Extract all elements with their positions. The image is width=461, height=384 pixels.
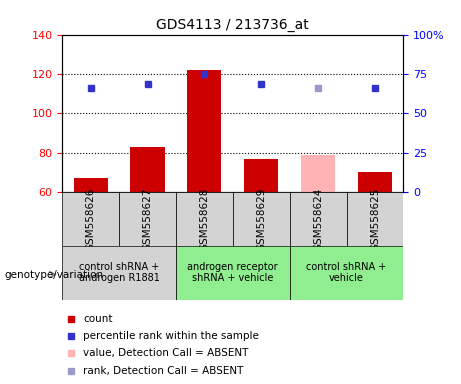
Text: percentile rank within the sample: percentile rank within the sample: [83, 331, 259, 341]
Bar: [290, 246, 403, 300]
Bar: [119, 192, 176, 246]
Bar: [244, 159, 278, 192]
Bar: [233, 192, 290, 246]
Text: GSM558629: GSM558629: [256, 187, 266, 251]
Bar: [301, 155, 335, 192]
Text: control shRNA +
vehicle: control shRNA + vehicle: [307, 262, 387, 283]
Text: GSM558625: GSM558625: [370, 187, 380, 251]
Bar: [347, 192, 403, 246]
Bar: [62, 246, 176, 300]
Text: GSM558626: GSM558626: [86, 187, 96, 251]
Text: genotype/variation: genotype/variation: [5, 270, 104, 280]
Bar: [176, 246, 290, 300]
Bar: [358, 172, 392, 192]
Bar: [290, 192, 347, 246]
Text: GSM558627: GSM558627: [142, 187, 153, 251]
Text: value, Detection Call = ABSENT: value, Detection Call = ABSENT: [83, 348, 248, 358]
Text: androgen receptor
shRNA + vehicle: androgen receptor shRNA + vehicle: [188, 262, 278, 283]
Bar: [74, 178, 108, 192]
Text: rank, Detection Call = ABSENT: rank, Detection Call = ABSENT: [83, 366, 243, 376]
Bar: [62, 192, 119, 246]
Text: count: count: [83, 314, 112, 324]
Bar: [130, 147, 165, 192]
Text: GSM558628: GSM558628: [199, 187, 209, 251]
Bar: [176, 192, 233, 246]
Bar: [187, 70, 221, 192]
Text: GSM558624: GSM558624: [313, 187, 323, 251]
Text: control shRNA +
androgen R1881: control shRNA + androgen R1881: [79, 262, 160, 283]
Title: GDS4113 / 213736_at: GDS4113 / 213736_at: [156, 18, 309, 32]
